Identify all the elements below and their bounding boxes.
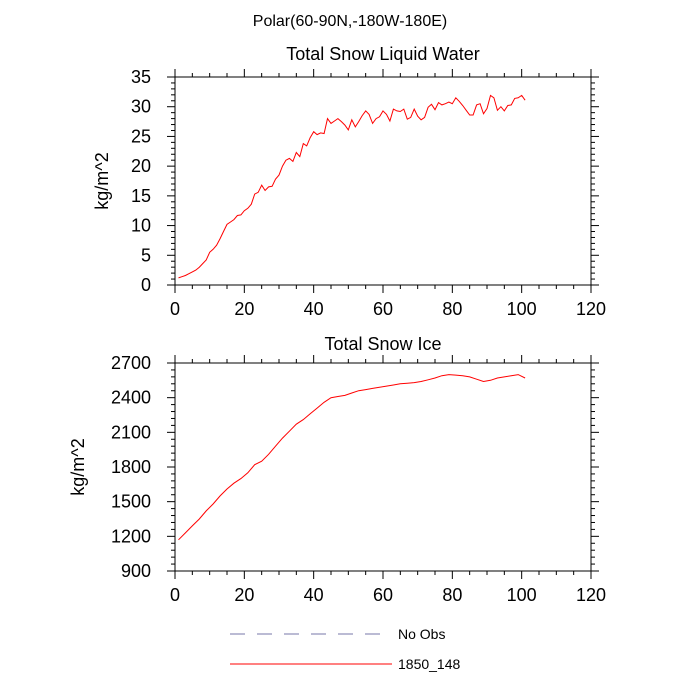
y-tick-label: 0 bbox=[141, 275, 151, 295]
x-tick-label: 40 bbox=[304, 299, 324, 319]
x-tick-label: 40 bbox=[304, 585, 324, 605]
y-tick-label: 1200 bbox=[111, 526, 151, 546]
y-tick-label: 30 bbox=[131, 97, 151, 117]
y-tick-label: 2100 bbox=[111, 422, 151, 442]
y-axis-label: kg/m^2 bbox=[92, 152, 112, 209]
panel-snow-ice: Total Snow Ice 0 20 40 60 80 100 120 900 1200 1500… bbox=[68, 334, 606, 605]
series-line-1850-148 bbox=[178, 374, 526, 541]
y-tick-label: 1800 bbox=[111, 457, 151, 477]
y-tick-label: 5 bbox=[141, 245, 151, 265]
x-tick-label: 0 bbox=[170, 585, 180, 605]
legend-label-1850-148: 1850_148 bbox=[398, 656, 461, 672]
x-tick-label: 100 bbox=[507, 299, 537, 319]
y-tick-label: 2400 bbox=[111, 388, 151, 408]
y-tick-label: 10 bbox=[131, 216, 151, 236]
x-tick-label: 80 bbox=[442, 299, 462, 319]
plot-frame bbox=[174, 362, 592, 572]
y-tick-label: 25 bbox=[131, 126, 151, 146]
y-tick-label: 35 bbox=[131, 67, 151, 87]
x-tick-label: 20 bbox=[234, 585, 254, 605]
panel-snow-liquid-water: Total Snow Liquid Water 0 20 40 60 80 100 120 0 5… bbox=[92, 44, 606, 319]
plot-frame bbox=[174, 76, 592, 286]
x-tick-label: 100 bbox=[507, 585, 537, 605]
legend-label-no-obs: No Obs bbox=[398, 626, 445, 642]
y-tick-label: 2700 bbox=[111, 353, 151, 373]
y-tick-label: 15 bbox=[131, 186, 151, 206]
y-tick-label: 1500 bbox=[111, 492, 151, 512]
x-tick-label: 20 bbox=[234, 299, 254, 319]
y-tick-label: 20 bbox=[131, 156, 151, 176]
x-tick-label: 120 bbox=[576, 299, 606, 319]
x-tick-label: 80 bbox=[442, 585, 462, 605]
chart-title: Total Snow Liquid Water bbox=[286, 44, 479, 64]
x-tick-label: 0 bbox=[170, 299, 180, 319]
legend: No Obs 1850_148 bbox=[230, 626, 461, 672]
chart-title: Total Snow Ice bbox=[324, 334, 441, 354]
x-tick-label: 60 bbox=[373, 585, 393, 605]
x-tick-label: 60 bbox=[373, 299, 393, 319]
figure-title: Polar(60-90N,-180W-180E) bbox=[253, 13, 447, 30]
y-axis-label: kg/m^2 bbox=[68, 438, 88, 495]
series-line-1850-148 bbox=[178, 94, 526, 279]
x-tick-label: 120 bbox=[576, 585, 606, 605]
y-tick-label: 900 bbox=[121, 561, 151, 581]
